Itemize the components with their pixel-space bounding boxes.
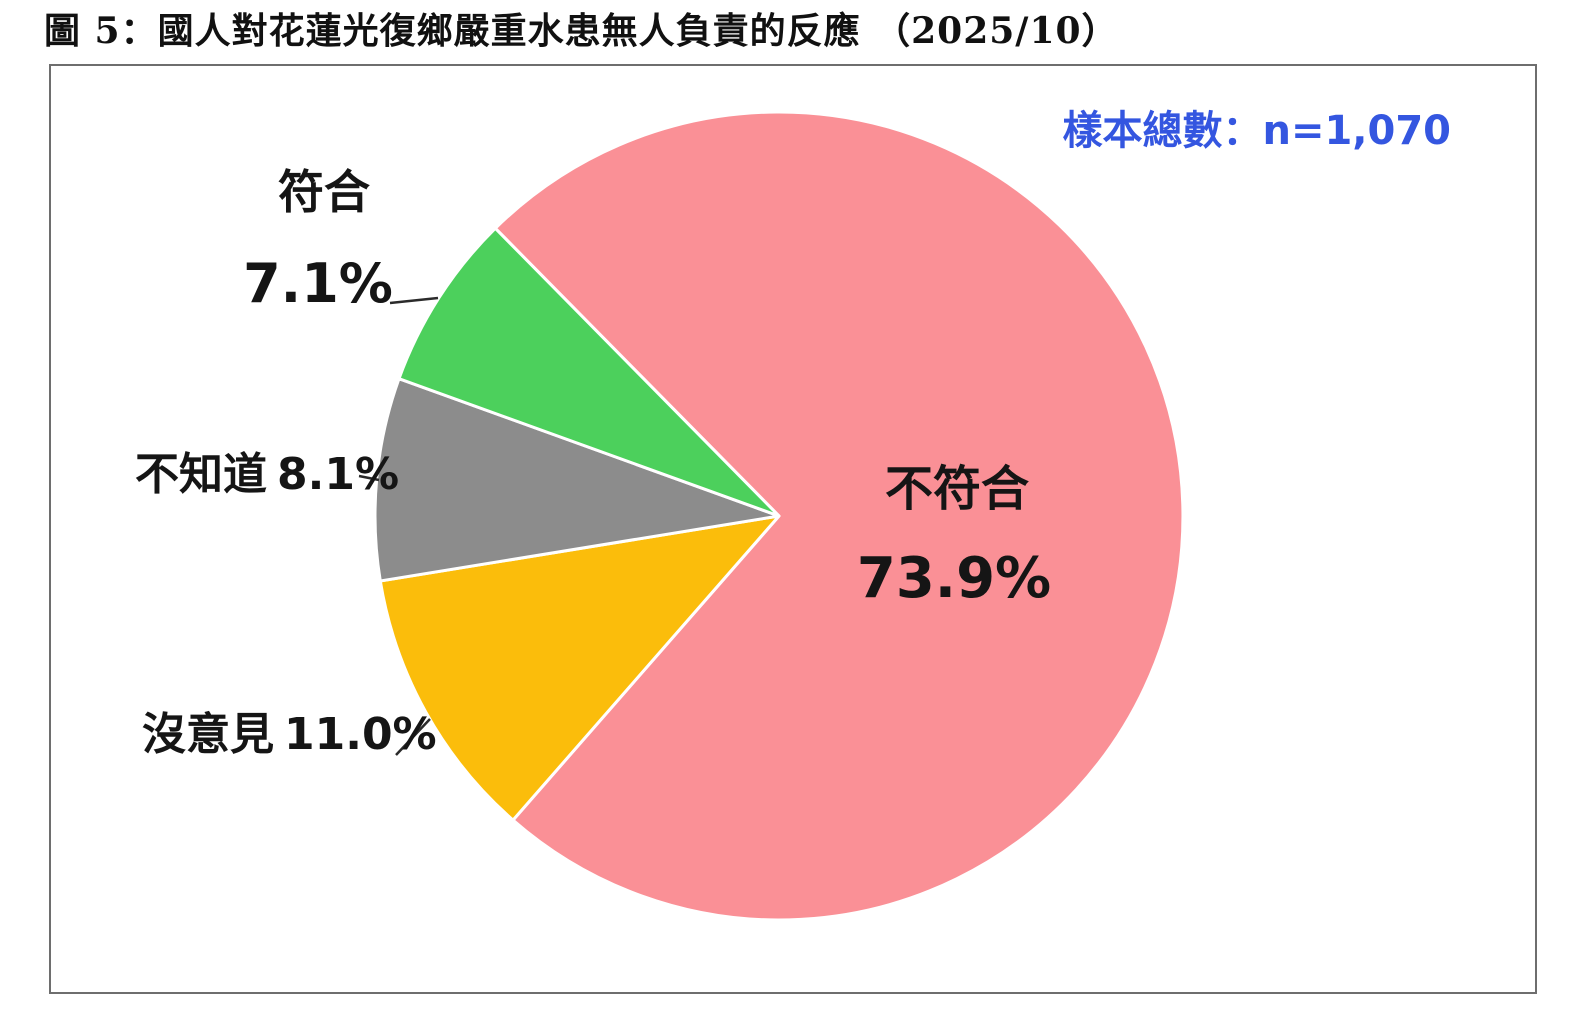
slice-value-bufuhe: 73.9% (856, 546, 1052, 611)
slice-label-fuhe: 符合 (278, 165, 370, 219)
slice-label-meiyijian: 沒意見 11.0% (142, 705, 437, 765)
leader-line (358, 474, 380, 482)
pie-slice-fuhe (397, 226, 781, 518)
pie-slice-meiyijian (378, 514, 781, 822)
leader-line (389, 296, 439, 305)
slice-label-text: 沒意見 (142, 709, 274, 760)
leader-line (395, 718, 431, 756)
slice-label-buzhidao: 不知道 8.1% (135, 445, 399, 505)
figure-title: 圖 5：國人對花蓮光復鄉嚴重水患無人負責的反應 （2025/10） (44, 10, 1119, 52)
slice-value-text: 11.0% (284, 709, 437, 760)
pie-slice-bufuhe (493, 110, 1185, 922)
slice-label-text: 不知道 (135, 449, 267, 500)
slice-value-fuhe: 7.1% (243, 252, 393, 315)
sample-size-note: 樣本總數：n=1,070 (1062, 108, 1451, 154)
slice-label-bufuhe: 不符合 (884, 461, 1029, 517)
chart-area: 樣本總數：n=1,070 符合 7.1% 不知道 8.1% 沒意見 11.0% 不符… (49, 64, 1537, 994)
slice-value-text: 8.1% (277, 449, 400, 500)
pie-chart (358, 110, 1185, 922)
